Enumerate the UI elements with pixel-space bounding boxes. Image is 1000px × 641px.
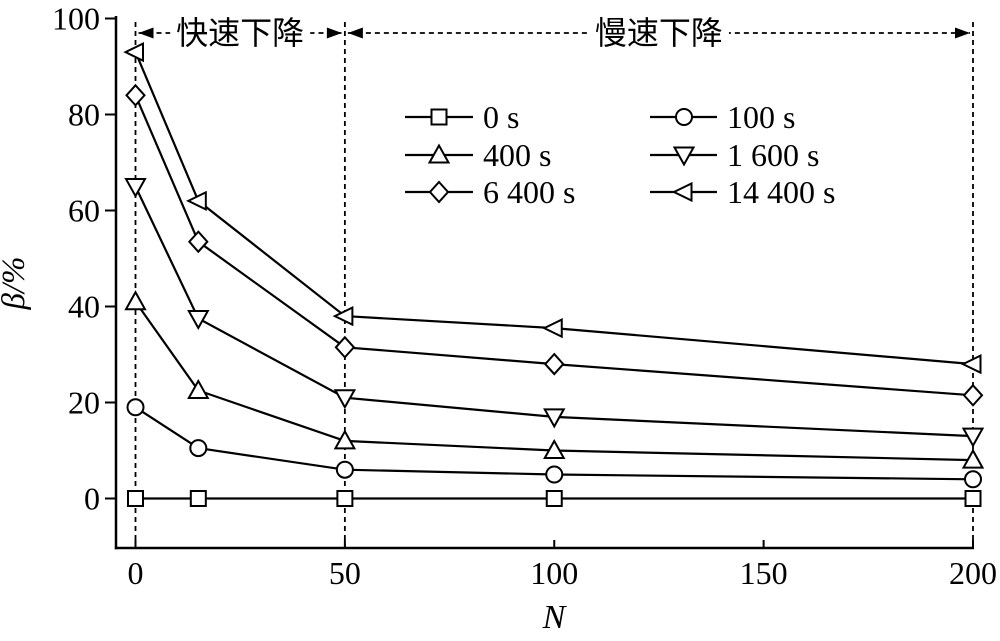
legend-item: 1 600 s	[650, 137, 819, 173]
legend-label: 6 400 s	[483, 174, 575, 210]
data-point-marker	[962, 383, 984, 407]
arrow-left-icon	[138, 27, 154, 39]
data-point-marker	[186, 190, 207, 211]
series-1-600-s	[124, 178, 985, 448]
y-tick-label: 60	[68, 193, 100, 229]
legend-label: 14 400 s	[727, 174, 835, 210]
data-point-marker	[334, 335, 356, 359]
data-point-marker	[189, 490, 207, 507]
arrow-right-icon	[955, 27, 970, 39]
legend-label: 0 s	[483, 99, 519, 135]
legend-marker-icon	[427, 143, 451, 164]
data-point-marker	[124, 290, 147, 311]
data-point-marker	[189, 439, 208, 458]
series-6-400-s	[125, 83, 984, 407]
legend-marker-icon	[430, 108, 448, 126]
y-tick-label: 20	[68, 385, 100, 421]
data-point-marker	[541, 318, 563, 339]
data-point-marker	[543, 408, 566, 429]
annotation-label-bg	[588, 14, 729, 52]
data-point-marker	[336, 490, 354, 507]
arrow-left-icon	[347, 27, 363, 39]
legend-item: 100 s	[650, 99, 795, 135]
data-point-marker	[960, 354, 982, 375]
data-point-marker	[125, 83, 146, 107]
legend-label: 1 600 s	[727, 137, 819, 173]
data-point-marker	[126, 398, 145, 417]
data-point-marker	[127, 490, 144, 507]
x-tick-label: 50	[329, 555, 361, 591]
y-axis-title: β/%	[0, 256, 32, 310]
data-point-marker	[543, 438, 566, 459]
annotation-label: 快速下降	[176, 15, 304, 51]
y-tick-label: 0	[84, 481, 100, 517]
legend-marker-icon	[671, 181, 693, 203]
series-100-s	[126, 398, 982, 489]
data-point-marker	[187, 230, 209, 254]
legend-item: 0 s	[405, 99, 519, 135]
series-line	[134, 94, 974, 397]
legend-item: 6 400 s	[405, 174, 575, 210]
annotation-label: 慢速下降	[595, 15, 723, 51]
series-14-400-s	[123, 42, 982, 375]
y-tick-label: 40	[68, 289, 100, 325]
region-annotation: 快速下降	[138, 14, 342, 52]
data-point-marker	[543, 352, 565, 376]
series-0-s	[127, 490, 982, 507]
legend-label: 100 s	[727, 99, 795, 135]
data-point-marker	[123, 42, 144, 63]
legend-item: 14 400 s	[650, 174, 835, 210]
series-line	[134, 186, 974, 438]
series-400-s	[124, 290, 985, 469]
legend-marker-icon	[675, 108, 693, 126]
data-point-marker	[545, 465, 564, 484]
legend-label: 400 s	[483, 137, 551, 173]
y-tick-label: 100	[52, 1, 100, 37]
data-point-marker	[961, 448, 985, 469]
data-point-marker	[964, 470, 982, 489]
x-axis-title: N	[542, 599, 568, 636]
data-point-marker	[124, 178, 147, 199]
data-point-marker	[335, 460, 354, 479]
x-tick-label: 200	[949, 555, 997, 591]
legend-item: 400 s	[405, 137, 551, 173]
x-tick-label: 0	[128, 555, 144, 591]
y-tick-label: 80	[68, 97, 100, 133]
legend-marker-icon	[672, 146, 696, 167]
legend-marker-icon	[428, 180, 450, 204]
data-point-marker	[545, 490, 563, 507]
region-annotation: 慢速下降	[347, 14, 970, 52]
data-point-marker	[187, 378, 210, 399]
data-point-marker	[332, 306, 354, 327]
data-point-marker	[964, 490, 982, 507]
data-point-marker	[961, 427, 985, 448]
data-point-marker	[333, 429, 357, 450]
annotation-label-bg	[170, 14, 311, 52]
x-tick-label: 100	[530, 555, 578, 591]
data-point-marker	[187, 310, 210, 331]
arrow-right-icon	[326, 27, 342, 39]
data-point-marker	[333, 389, 357, 410]
x-tick-label: 150	[740, 555, 788, 591]
